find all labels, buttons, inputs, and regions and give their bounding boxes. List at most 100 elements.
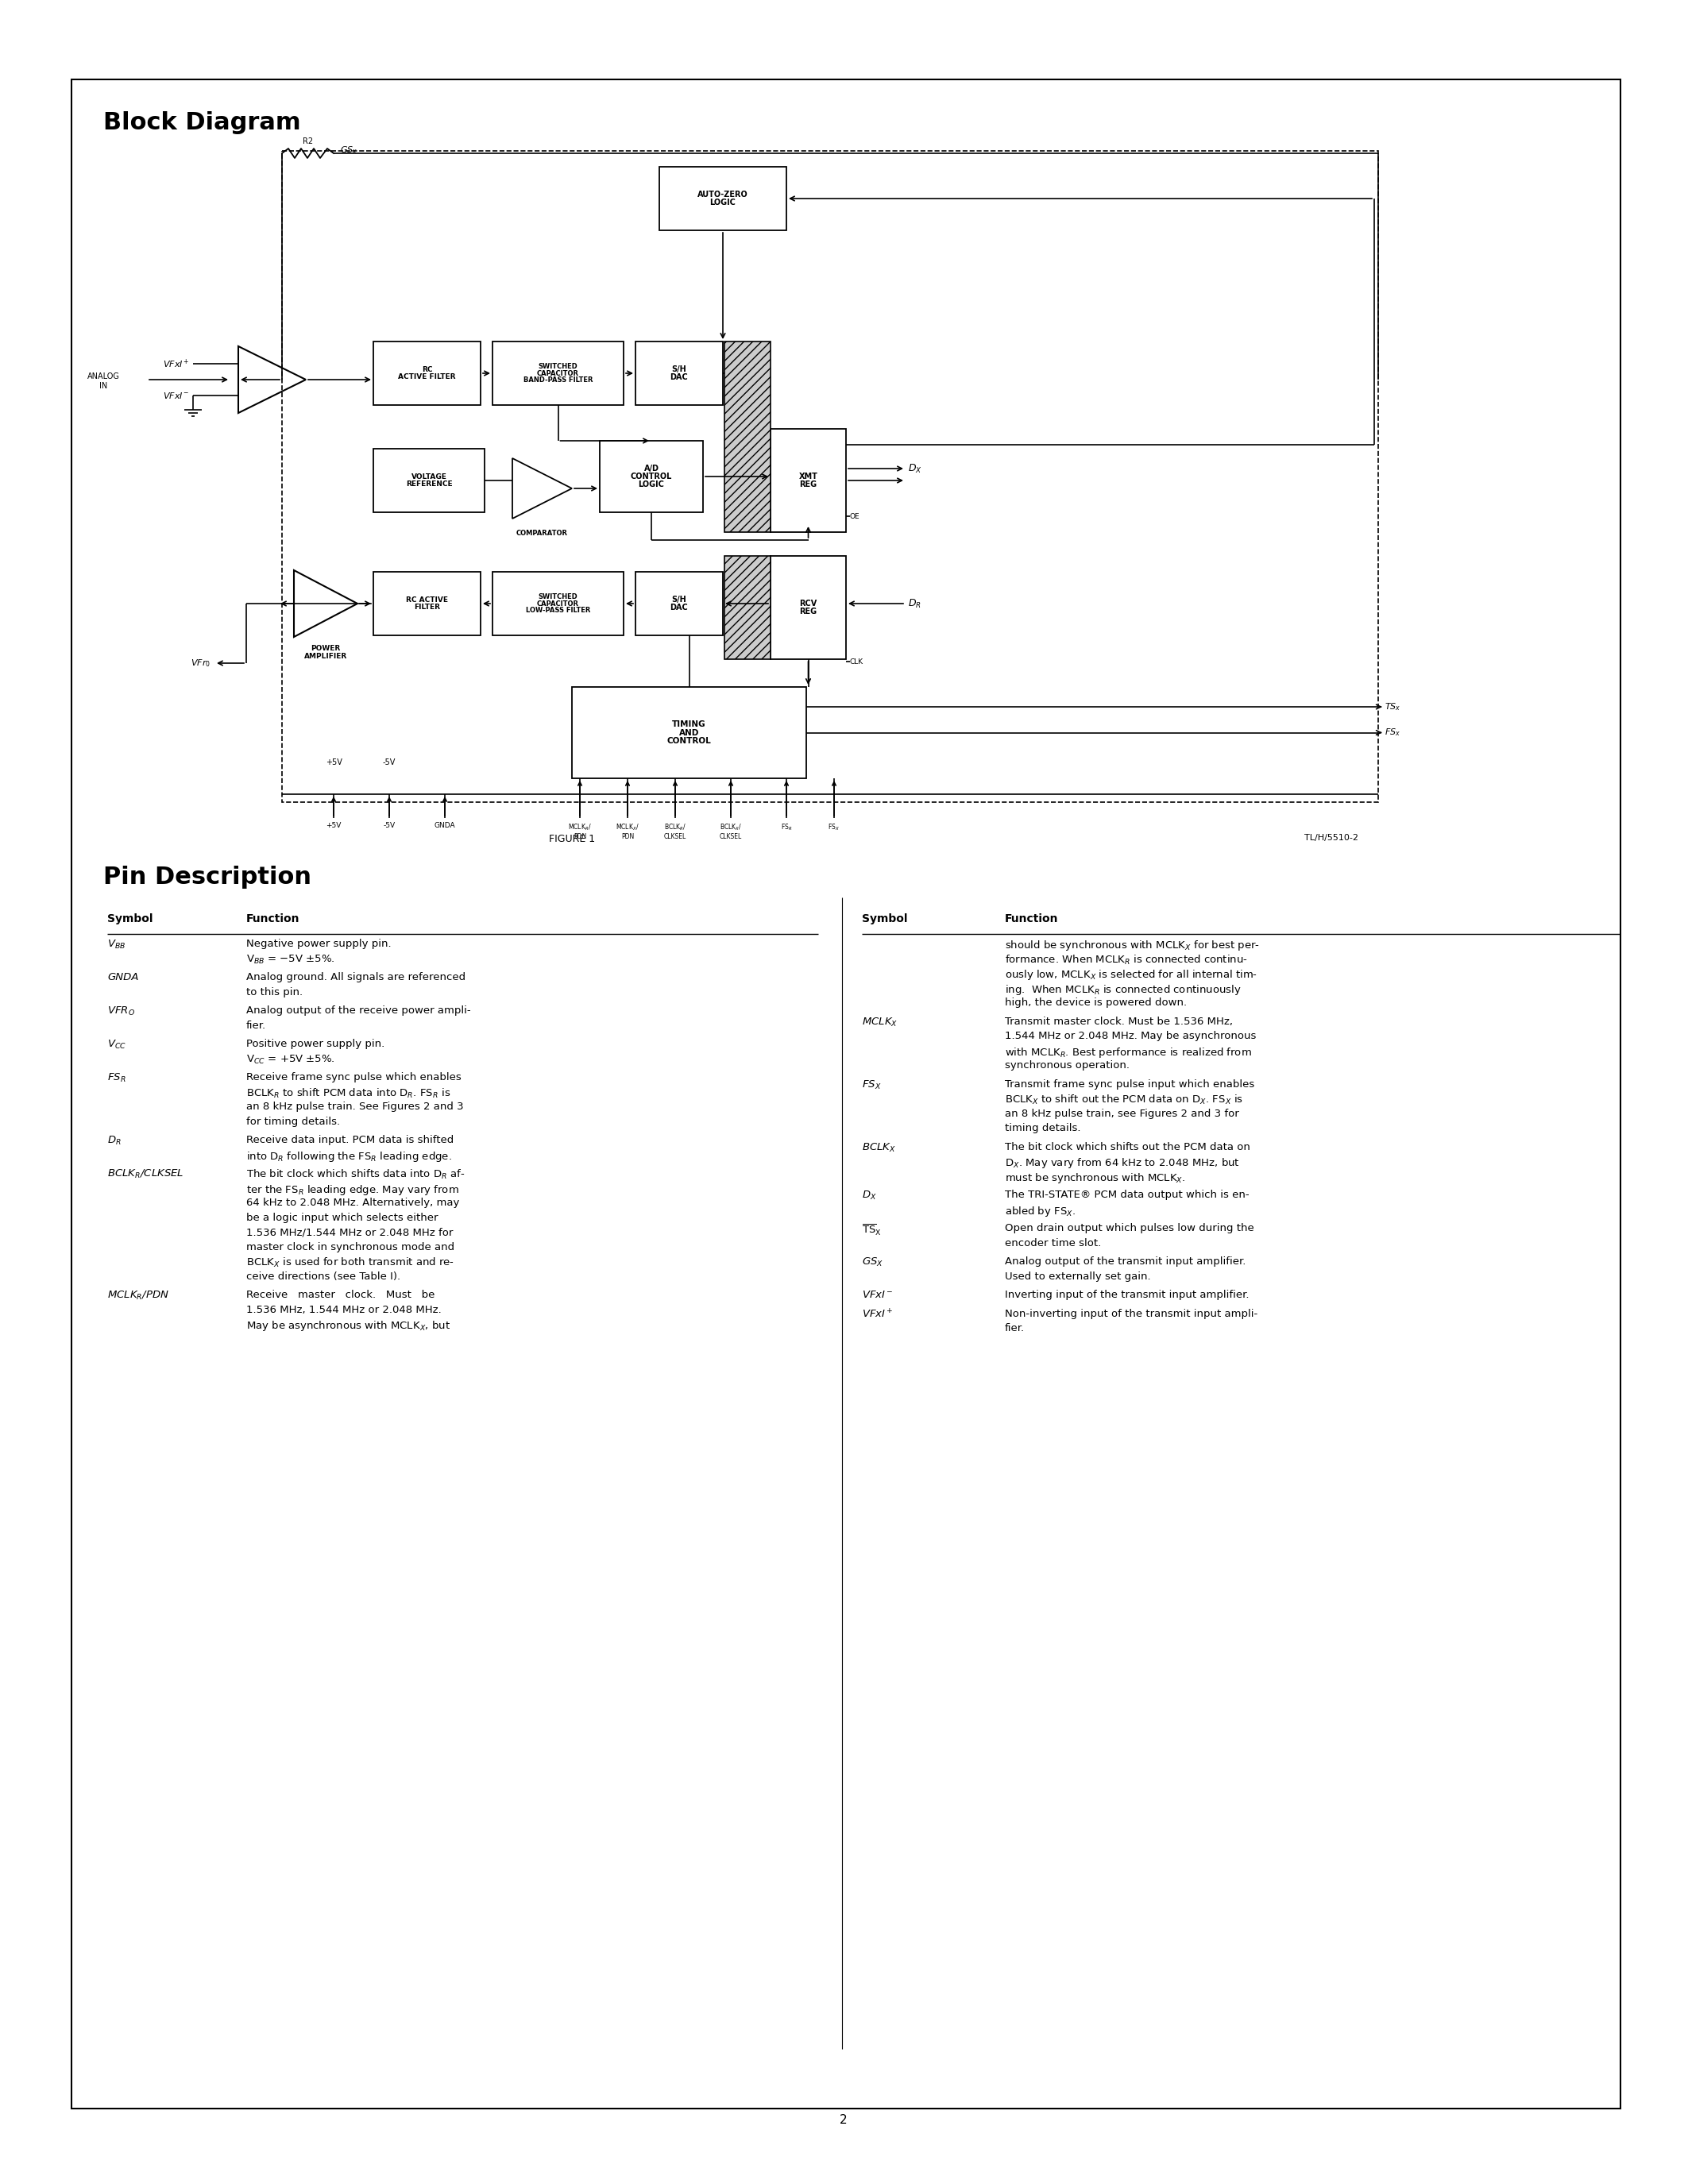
- Text: fier.: fier.: [1004, 1324, 1025, 1334]
- Text: GS$_X$: GS$_X$: [863, 1256, 883, 1269]
- Text: be a logic input which selects either: be a logic input which selects either: [246, 1212, 439, 1223]
- Text: BCLK$_X$ to shift out the PCM data on D$_X$. FS$_X$ is: BCLK$_X$ to shift out the PCM data on D$…: [1004, 1094, 1242, 1107]
- Text: for timing details.: for timing details.: [246, 1116, 339, 1127]
- Text: V$_{BB}$ = −5V ±5%.: V$_{BB}$ = −5V ±5%.: [246, 954, 334, 965]
- Text: Non-inverting input of the transmit input ampli-: Non-inverting input of the transmit inpu…: [1004, 1308, 1258, 1319]
- Text: FS$_X$: FS$_X$: [863, 1079, 881, 1090]
- Text: fier.: fier.: [246, 1020, 267, 1031]
- Bar: [599, 441, 702, 513]
- Text: RC ACTIVE: RC ACTIVE: [405, 596, 447, 603]
- Text: Open drain output which pulses low during the: Open drain output which pulses low durin…: [1004, 1223, 1254, 1234]
- Text: MCLK$_X$/
PDN: MCLK$_X$/ PDN: [616, 821, 640, 841]
- Text: VFxI$^+$: VFxI$^+$: [863, 1308, 893, 1321]
- Text: Transmit frame sync pulse input which enables: Transmit frame sync pulse input which en…: [1004, 1079, 1254, 1090]
- Text: FS$_x$: FS$_x$: [1384, 727, 1401, 738]
- Text: AUTO-ZERO: AUTO-ZERO: [697, 190, 748, 199]
- Text: The bit clock which shifts data into D$_R$ af-: The bit clock which shifts data into D$_…: [246, 1168, 464, 1182]
- Text: ACTIVE FILTER: ACTIVE FILTER: [398, 373, 456, 380]
- Bar: [282, 151, 1377, 802]
- Bar: [493, 341, 623, 404]
- Text: TIMING: TIMING: [672, 721, 706, 727]
- Text: BCLK$_R$/
CLKSEL: BCLK$_R$/ CLKSEL: [663, 821, 687, 841]
- Text: Positive power supply pin.: Positive power supply pin.: [246, 1040, 385, 1048]
- Text: V$_{CC}$: V$_{CC}$: [108, 1040, 127, 1051]
- Text: POWER
AMPLIFIER: POWER AMPLIFIER: [304, 644, 348, 660]
- Text: VFxI$^-$: VFxI$^-$: [863, 1291, 893, 1299]
- Text: master clock in synchronous mode and: master clock in synchronous mode and: [246, 1243, 454, 1251]
- Text: Analog ground. All signals are referenced: Analog ground. All signals are reference…: [246, 972, 466, 983]
- Bar: [572, 688, 807, 778]
- Text: LOGIC: LOGIC: [638, 480, 665, 489]
- Text: The bit clock which shifts out the PCM data on: The bit clock which shifts out the PCM d…: [1004, 1142, 1251, 1151]
- Text: CONTROL: CONTROL: [631, 472, 672, 480]
- Text: COMPARATOR: COMPARATOR: [517, 531, 567, 537]
- Text: BCLK$_X$: BCLK$_X$: [863, 1142, 896, 1153]
- Bar: [373, 341, 481, 404]
- Text: CAPACITOR: CAPACITOR: [537, 369, 579, 378]
- Text: S/H: S/H: [672, 365, 687, 373]
- Text: D$_R$: D$_R$: [908, 598, 922, 609]
- Text: Function: Function: [246, 913, 300, 924]
- Text: +5V: +5V: [326, 758, 343, 767]
- Text: Transmit master clock. Must be 1.536 MHz,: Transmit master clock. Must be 1.536 MHz…: [1004, 1016, 1232, 1026]
- Text: abled by FS$_X$.: abled by FS$_X$.: [1004, 1203, 1075, 1219]
- Text: CLK: CLK: [851, 657, 864, 666]
- Text: VFr$_0$: VFr$_0$: [191, 657, 211, 668]
- Text: REG: REG: [800, 480, 817, 489]
- Text: -5V: -5V: [383, 758, 395, 767]
- Text: Receive   master   clock.   Must   be: Receive master clock. Must be: [246, 1291, 436, 1299]
- Text: Function: Function: [1004, 913, 1058, 924]
- Text: CONTROL: CONTROL: [667, 738, 711, 745]
- Text: high, the device is powered down.: high, the device is powered down.: [1004, 998, 1187, 1007]
- Text: LOGIC: LOGIC: [709, 199, 736, 207]
- Text: must be synchronous with MCLK$_X$.: must be synchronous with MCLK$_X$.: [1004, 1171, 1185, 1184]
- Text: Symbol: Symbol: [108, 913, 154, 924]
- Text: BCLK$_R$/CLKSEL: BCLK$_R$/CLKSEL: [108, 1168, 184, 1179]
- Text: DAC: DAC: [670, 373, 689, 382]
- Bar: [635, 341, 722, 404]
- Text: OE: OE: [851, 513, 859, 520]
- Text: RCV: RCV: [800, 601, 817, 607]
- Text: 64 kHz to 2.048 MHz. Alternatively, may: 64 kHz to 2.048 MHz. Alternatively, may: [246, 1197, 459, 1208]
- Text: FILTER: FILTER: [414, 603, 441, 612]
- Text: VFxI$^-$: VFxI$^-$: [162, 391, 189, 400]
- Text: D$_X$: D$_X$: [863, 1190, 876, 1201]
- Text: FS$_X$: FS$_X$: [829, 821, 841, 832]
- Text: MCLK$_R$/PDN: MCLK$_R$/PDN: [108, 1291, 169, 1302]
- Text: into D$_R$ following the FS$_R$ leading edge.: into D$_R$ following the FS$_R$ leading …: [246, 1149, 452, 1164]
- Text: $\overline{\rm TS}_X$: $\overline{\rm TS}_X$: [863, 1223, 881, 1238]
- Text: XMT: XMT: [798, 472, 817, 480]
- Text: encoder time slot.: encoder time slot.: [1004, 1238, 1101, 1247]
- Text: an 8 kHz pulse train, see Figures 2 and 3 for: an 8 kHz pulse train, see Figures 2 and …: [1004, 1107, 1239, 1118]
- Text: May be asynchronous with MCLK$_X$, but: May be asynchronous with MCLK$_X$, but: [246, 1319, 451, 1332]
- Text: AND: AND: [679, 729, 699, 736]
- Text: BCLK$_R$ to shift PCM data into D$_R$. FS$_R$ is: BCLK$_R$ to shift PCM data into D$_R$. F…: [246, 1088, 451, 1099]
- Text: 1.544 MHz or 2.048 MHz. May be asynchronous: 1.544 MHz or 2.048 MHz. May be asynchron…: [1004, 1031, 1256, 1042]
- Text: Block Diagram: Block Diagram: [103, 111, 300, 133]
- Text: ously low, MCLK$_X$ is selected for all internal tim-: ously low, MCLK$_X$ is selected for all …: [1004, 968, 1258, 981]
- Bar: [373, 572, 481, 636]
- Bar: [770, 557, 846, 660]
- Text: ter the FS$_R$ leading edge. May vary from: ter the FS$_R$ leading edge. May vary fr…: [246, 1184, 459, 1197]
- Text: VOLTAGE: VOLTAGE: [412, 474, 447, 480]
- Text: CAPACITOR: CAPACITOR: [537, 601, 579, 607]
- Text: 2: 2: [841, 2114, 847, 2127]
- Text: GNDA: GNDA: [108, 972, 138, 983]
- Text: REFERENCE: REFERENCE: [405, 480, 452, 487]
- Text: Receive data input. PCM data is shifted: Receive data input. PCM data is shifted: [246, 1136, 454, 1144]
- Text: VFxI$^+$: VFxI$^+$: [162, 358, 189, 369]
- Text: TL/H/5510-2: TL/H/5510-2: [1305, 834, 1359, 841]
- Text: ing.  When MCLK$_R$ is connected continuously: ing. When MCLK$_R$ is connected continuo…: [1004, 983, 1241, 996]
- Text: Pin Description: Pin Description: [103, 865, 311, 889]
- Text: Analog output of the transmit input amplifier.: Analog output of the transmit input ampl…: [1004, 1256, 1246, 1267]
- Text: V$_{CC}$ = +5V ±5%.: V$_{CC}$ = +5V ±5%.: [246, 1053, 334, 1066]
- Text: D$_R$: D$_R$: [108, 1136, 122, 1147]
- Bar: [635, 572, 722, 636]
- Bar: [373, 448, 484, 513]
- Text: Inverting input of the transmit input amplifier.: Inverting input of the transmit input am…: [1004, 1291, 1249, 1299]
- Text: D$_X$. May vary from 64 kHz to 2.048 MHz, but: D$_X$. May vary from 64 kHz to 2.048 MHz…: [1004, 1155, 1241, 1171]
- Text: SWITCHED: SWITCHED: [538, 363, 577, 369]
- Text: Analog output of the receive power ampli-: Analog output of the receive power ampli…: [246, 1005, 471, 1016]
- Text: VFR$_O$: VFR$_O$: [108, 1005, 135, 1018]
- Text: FS$_R$: FS$_R$: [780, 821, 792, 832]
